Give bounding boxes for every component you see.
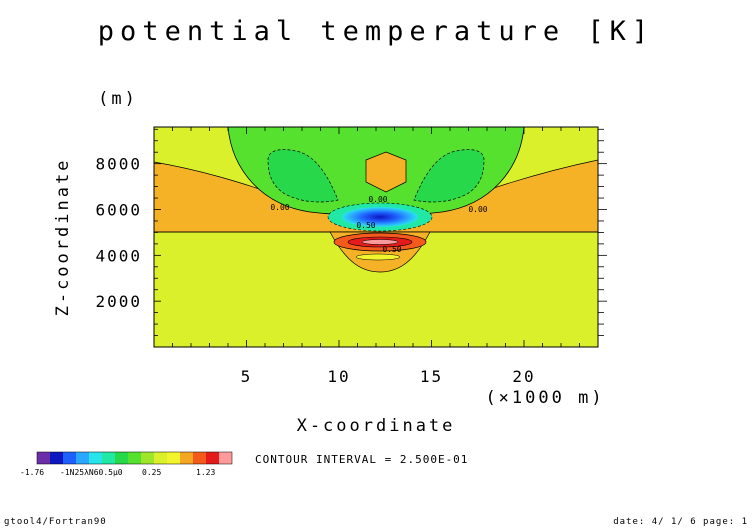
colorbar-swatch: [128, 452, 141, 464]
x-axis-label: X-coordinate: [297, 416, 456, 436]
colorbar-swatch: [206, 452, 219, 464]
y-tick-label: 8000: [95, 155, 142, 174]
contour-interval-text: CONTOUR INTERVAL = 2.500E-01: [255, 453, 468, 466]
x-tick-label: 10: [327, 367, 350, 386]
x-tick-label: 5: [241, 367, 253, 386]
colorbar-swatch: [115, 452, 128, 464]
y-unit-label: (m): [98, 89, 138, 109]
colorbar-frame: [36, 451, 233, 465]
colorbar-swatch: [37, 452, 50, 464]
y-axis: 2000 4000 6000 8000: [95, 128, 607, 336]
colorbar-swatch: [193, 452, 206, 464]
cold-anomaly: [342, 207, 418, 227]
colorbar-swatch: [89, 452, 102, 464]
contour-label: 0.00: [468, 205, 487, 214]
colorbar-label-quarter: 0.25: [142, 468, 161, 477]
colorbar-swatch: [76, 452, 89, 464]
colorbar-swatch: [219, 452, 232, 464]
green-right-lobe: [413, 149, 485, 203]
colorbar-swatch: [50, 452, 63, 464]
colorbar-label-min: -1.76: [20, 468, 44, 477]
colorbar-swatch: [141, 452, 154, 464]
colorbar: [36, 451, 233, 465]
contour-label: 0.50: [382, 245, 401, 254]
y-tick-label: 6000: [95, 201, 142, 220]
colorbar-label-max: 1.23: [196, 468, 215, 477]
chart-title: potential temperature [K]: [98, 16, 654, 47]
y-axis-label: Z-coordinate: [53, 158, 73, 317]
y-tick-label: 4000: [95, 246, 142, 265]
x-tick-label: 20: [512, 367, 535, 386]
contour-field: [154, 127, 598, 347]
x-tick-label: 15: [420, 367, 443, 386]
colorbar-swatch: [63, 452, 76, 464]
colorbar-swatch: [180, 452, 193, 464]
contour-label: 0.00: [368, 195, 387, 204]
colorbar-swatch: [102, 452, 115, 464]
colorbar-swatch: [154, 452, 167, 464]
colorbar-swatch: [167, 452, 180, 464]
contour-label: 0.00: [270, 203, 289, 212]
orange-cell: [365, 151, 407, 193]
footer-left: gtool4/Fortran90: [4, 517, 107, 527]
x-axis: 5 10 15 20: [172, 127, 580, 386]
footer-right: date: 4/ 1/ 6 page: 1: [613, 517, 748, 527]
contour-label: 0.50: [356, 221, 375, 230]
x-unit-label: (×1000 m): [485, 388, 604, 408]
green-left-lobe: [267, 149, 339, 203]
y-tick-label: 2000: [95, 292, 142, 311]
colorbar-label-mid: -1N25λN60.5µ0: [60, 468, 123, 477]
